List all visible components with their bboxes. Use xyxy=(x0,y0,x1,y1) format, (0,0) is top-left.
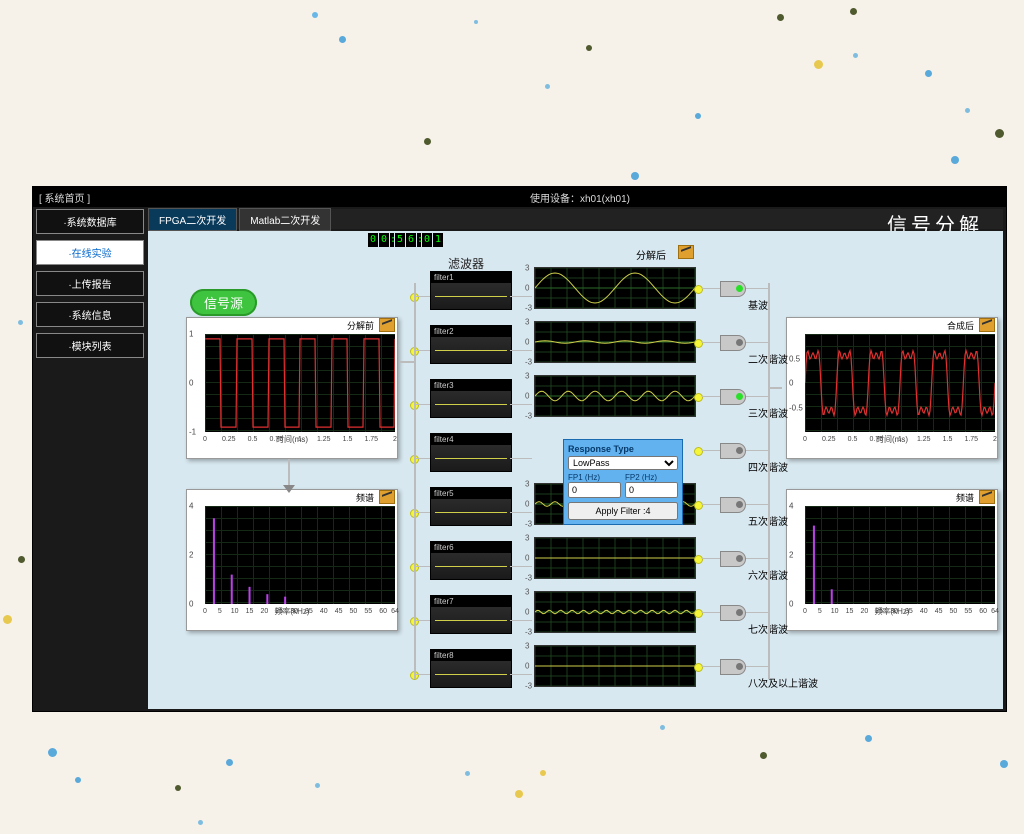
filter-name: filter3 xyxy=(431,380,511,391)
sidebar-item-2[interactable]: ·上传报告 xyxy=(36,271,144,296)
titlebar-left: [ 系统首页 ] xyxy=(33,190,154,205)
canvas: 00:56:01 信号源 分解前 -10100.250.50.7511.251.… xyxy=(148,231,1003,709)
output-node-4[interactable] xyxy=(720,443,746,459)
filter-name: filter2 xyxy=(431,326,511,337)
filter-block-8[interactable]: filter8 xyxy=(430,649,512,688)
app-window: [ 系统首页 ] 使用设备：xh01(xh01) ·系统数据库 ·在线实验 ·上传报… xyxy=(32,186,1007,712)
output-node-2[interactable] xyxy=(720,335,746,351)
recon-spectrum-title: 频谱 xyxy=(956,491,974,504)
filter-block-6[interactable]: filter6 xyxy=(430,541,512,580)
recon-spectrum-panel: 频谱 02405101520253035404550556064 频率(kHz) xyxy=(786,489,998,631)
titlebar: [ 系统首页 ] 使用设备：xh01(xh01) xyxy=(33,187,1006,207)
filter-name: filter4 xyxy=(431,434,511,445)
fp1-label: FP1 (Hz) xyxy=(568,473,621,482)
harmonic-strip-8: 30-3 xyxy=(534,645,696,687)
harmonic-strip-1: 30-3 xyxy=(534,267,696,309)
zoom-icon[interactable] xyxy=(379,318,395,332)
harmonic-strip-7: 30-3 xyxy=(534,591,696,633)
spectrum-title: 频谱 xyxy=(356,491,374,504)
recon-spectrum-scope: 02405101520253035404550556064 xyxy=(805,506,995,604)
harmonic-strip-3: 30-3 xyxy=(534,375,696,417)
source-scope-panel: 分解前 -10100.250.50.7511.251.51.752 时间(ms) xyxy=(186,317,398,459)
timer: 00:56:01 xyxy=(368,233,443,247)
output-node-3[interactable] xyxy=(720,389,746,405)
filter-name: filter8 xyxy=(431,650,511,661)
filter-block-2[interactable]: filter2 xyxy=(430,325,512,364)
tab-bar: FPGA二次开发Matlab二次开发 信号分解 xyxy=(148,209,1003,229)
harmonic-label-1: 基波 xyxy=(748,297,768,312)
tab-1[interactable]: Matlab二次开发 xyxy=(239,208,331,231)
filter-block-3[interactable]: filter3 xyxy=(430,379,512,418)
sidebar-item-3[interactable]: ·系统信息 xyxy=(36,302,144,327)
response-type-select[interactable]: LowPass xyxy=(568,456,678,470)
filter-name: filter6 xyxy=(431,542,511,553)
apply-filter-button[interactable]: Apply Filter :4 xyxy=(568,502,678,520)
sidebar-item-1[interactable]: ·在线实验 xyxy=(36,240,144,265)
filter-block-5[interactable]: filter5 xyxy=(430,487,512,526)
harmonic-title: 分解后 xyxy=(636,247,666,262)
filter-col-title: 滤波器 xyxy=(448,255,484,272)
output-node-7[interactable] xyxy=(720,605,746,621)
fp1-input[interactable] xyxy=(568,482,621,498)
harmonic-label-8: 八次及以上谐波 xyxy=(748,675,818,690)
timer-digit-5: 1 xyxy=(433,233,443,247)
filter-block-4[interactable]: filter4 xyxy=(430,433,512,472)
spectrum-scope-panel: 频谱 02405101520253035404550556064 频率(kHz) xyxy=(186,489,398,631)
signal-source-label: 信号源 xyxy=(190,289,257,316)
timer-digit-1: 0 xyxy=(379,233,389,247)
harmonic-strip-2: 30-3 xyxy=(534,321,696,363)
recon-scope-panel: 合成后 -0.500.500.250.50.7511.251.51.752 时间… xyxy=(786,317,998,459)
zoom-icon[interactable] xyxy=(979,490,995,504)
spectrum-scope: 02405101520253035404550556064 xyxy=(205,506,395,604)
cfg-title: Response Type xyxy=(568,444,678,454)
filter-config-box: Response Type LowPass FP1 (Hz) FP2 (Hz) … xyxy=(563,439,683,525)
recon-title: 合成后 xyxy=(947,319,974,332)
output-node-5[interactable] xyxy=(720,497,746,513)
timer-digit-3: 6 xyxy=(406,233,416,247)
output-node-6[interactable] xyxy=(720,551,746,567)
timer-digit-4: 0 xyxy=(422,233,432,247)
titlebar-center: 使用设备：xh01(xh01) xyxy=(154,190,1006,205)
harmonic-strip-6: 30-3 xyxy=(534,537,696,579)
zoom-icon[interactable] xyxy=(379,490,395,504)
filter-block-7[interactable]: filter7 xyxy=(430,595,512,634)
source-scope-title: 分解前 xyxy=(347,319,374,332)
fp2-input[interactable] xyxy=(625,482,678,498)
sidebar: ·系统数据库 ·在线实验 ·上传报告 ·系统信息 ·模块列表 xyxy=(36,209,144,364)
zoom-icon[interactable] xyxy=(979,318,995,332)
source-scope: -10100.250.50.7511.251.51.752 xyxy=(205,334,395,432)
filter-name: filter5 xyxy=(431,488,511,499)
recon-scope: -0.500.500.250.50.7511.251.51.752 xyxy=(805,334,995,432)
filter-name: filter7 xyxy=(431,596,511,607)
timer-digit-2: 5 xyxy=(395,233,405,247)
sidebar-item-0[interactable]: ·系统数据库 xyxy=(36,209,144,234)
sidebar-item-4[interactable]: ·模块列表 xyxy=(36,333,144,358)
filter-block-1[interactable]: filter1 xyxy=(430,271,512,310)
output-node-8[interactable] xyxy=(720,659,746,675)
zoom-icon[interactable] xyxy=(678,245,694,259)
fp2-label: FP2 (Hz) xyxy=(625,473,678,482)
timer-digit-0: 0 xyxy=(368,233,378,247)
output-node-1[interactable] xyxy=(720,281,746,297)
filter-name: filter1 xyxy=(431,272,511,283)
tab-0[interactable]: FPGA二次开发 xyxy=(148,208,237,231)
